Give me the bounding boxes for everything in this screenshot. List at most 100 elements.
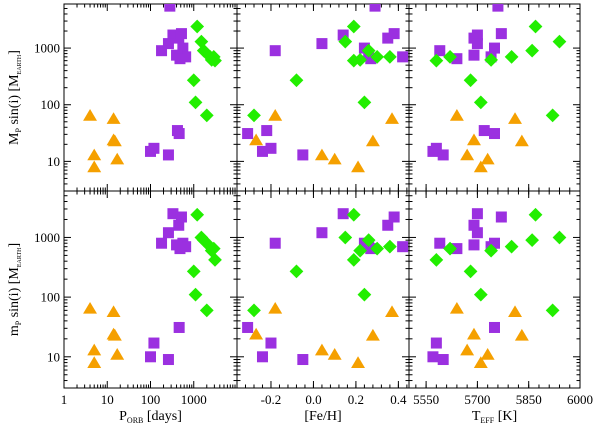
purple-square-point xyxy=(337,29,349,41)
purple-square-point xyxy=(180,241,192,253)
purple-square-point xyxy=(145,145,156,157)
purple-square-point xyxy=(145,351,156,363)
purple-square-point xyxy=(397,241,409,253)
green-diamond-point xyxy=(188,95,203,110)
green-diamond-point xyxy=(190,19,205,34)
green-diamond-point xyxy=(443,241,457,256)
panel-frame xyxy=(63,3,238,192)
purple-square-point xyxy=(162,149,174,161)
green-diamond-point xyxy=(484,52,498,67)
orange-triangle-point xyxy=(514,328,529,341)
purple-square-point xyxy=(156,237,168,249)
green-diamond-point xyxy=(338,34,353,49)
panel-r0-c1 xyxy=(236,3,410,192)
orange-triangle-point xyxy=(508,305,522,318)
green-diamond-point xyxy=(545,303,560,318)
purple-square-point xyxy=(164,4,176,12)
purple-square-point xyxy=(430,337,442,349)
green-diamond-point xyxy=(247,108,261,123)
green-diamond-point xyxy=(289,264,304,279)
purple-square-point xyxy=(167,208,179,220)
orange-triangle-point xyxy=(87,160,102,173)
green-diamond-point xyxy=(361,43,376,58)
purple-square-point xyxy=(495,211,507,223)
purple-square-point xyxy=(427,145,439,157)
green-diamond-point xyxy=(504,239,519,254)
purple-square-point xyxy=(437,149,449,161)
purple-square-point xyxy=(316,38,328,50)
markers xyxy=(242,4,409,173)
purple-square-point xyxy=(434,45,446,57)
purple-square-point xyxy=(171,125,183,137)
panel-r1-c2: 5550 5700 5850 6000 xyxy=(408,190,593,407)
orange-triangle-point xyxy=(473,356,488,368)
orange-triangle-point xyxy=(365,328,380,341)
purple-square-point xyxy=(489,128,500,140)
y-tick-label: 100 xyxy=(41,97,61,112)
green-diamond-point xyxy=(473,95,488,110)
purple-square-point xyxy=(174,243,186,255)
purple-square-point xyxy=(316,227,328,239)
orange-triangle-point xyxy=(249,133,264,146)
orange-triangle-point xyxy=(83,109,97,121)
purple-square-point xyxy=(261,125,273,137)
purple-square-point xyxy=(495,28,507,40)
green-diamond-point xyxy=(429,253,444,267)
markers xyxy=(242,207,409,368)
x-tick-label: 5850 xyxy=(516,392,542,407)
purple-square-point xyxy=(175,211,187,223)
purple-square-point xyxy=(471,227,483,239)
orange-triangle-point xyxy=(249,327,264,340)
purple-square-point xyxy=(468,239,480,251)
green-diamond-point xyxy=(361,233,376,248)
green-diamond-point xyxy=(346,207,361,222)
purple-square-point xyxy=(489,42,500,54)
purple-square-point xyxy=(162,38,174,50)
green-diamond-point xyxy=(190,207,205,222)
x-tick-label: 0.0 xyxy=(305,392,321,407)
panel-r1-c1: -0.2 0.0 0.2 0.4 xyxy=(236,190,410,407)
orange-triangle-point xyxy=(110,348,125,360)
y-tick-label: 10 xyxy=(47,154,60,169)
markers xyxy=(427,4,567,173)
orange-triangle-point xyxy=(385,305,399,318)
purple-square-point xyxy=(265,142,277,154)
purple-square-point xyxy=(437,354,449,366)
orange-triangle-point xyxy=(327,348,342,360)
purple-square-point xyxy=(242,321,254,333)
green-diamond-point xyxy=(188,287,203,302)
orange-triangle-point xyxy=(314,148,329,161)
purple-square-point xyxy=(162,354,174,366)
purple-square-point xyxy=(468,219,480,231)
green-diamond-point xyxy=(370,49,385,64)
purple-square-point xyxy=(365,53,377,65)
green-diamond-point xyxy=(346,53,361,68)
markers xyxy=(427,207,567,368)
green-diamond-point xyxy=(199,108,214,123)
green-diamond-point xyxy=(473,287,488,302)
green-diamond-point xyxy=(528,207,543,222)
orange-triangle-point xyxy=(460,148,475,161)
green-diamond-point xyxy=(429,53,444,68)
purple-square-point xyxy=(382,32,394,44)
green-diamond-point xyxy=(552,230,567,245)
purple-square-point xyxy=(256,351,268,363)
purple-square-point xyxy=(471,208,483,220)
green-diamond-point xyxy=(357,95,372,110)
x-axis-label-0: PORB [days] xyxy=(119,409,182,425)
green-diamond-point xyxy=(504,49,519,64)
orange-triangle-point xyxy=(106,133,121,146)
green-diamond-point xyxy=(463,73,478,88)
orange-triangle-point xyxy=(480,348,495,360)
green-diamond-point xyxy=(528,19,543,34)
green-diamond-point xyxy=(357,287,372,302)
purple-square-point xyxy=(382,219,394,231)
purple-square-point xyxy=(388,28,400,40)
x-tick-label: 6000 xyxy=(567,392,593,407)
y-tick-label: 100 xyxy=(41,290,61,305)
purple-square-point xyxy=(337,208,349,220)
x-tick-label: 0.2 xyxy=(348,392,364,407)
x-axis-label-1: [Fe/H] xyxy=(304,409,341,424)
y-tick-label: 10 xyxy=(47,349,60,364)
